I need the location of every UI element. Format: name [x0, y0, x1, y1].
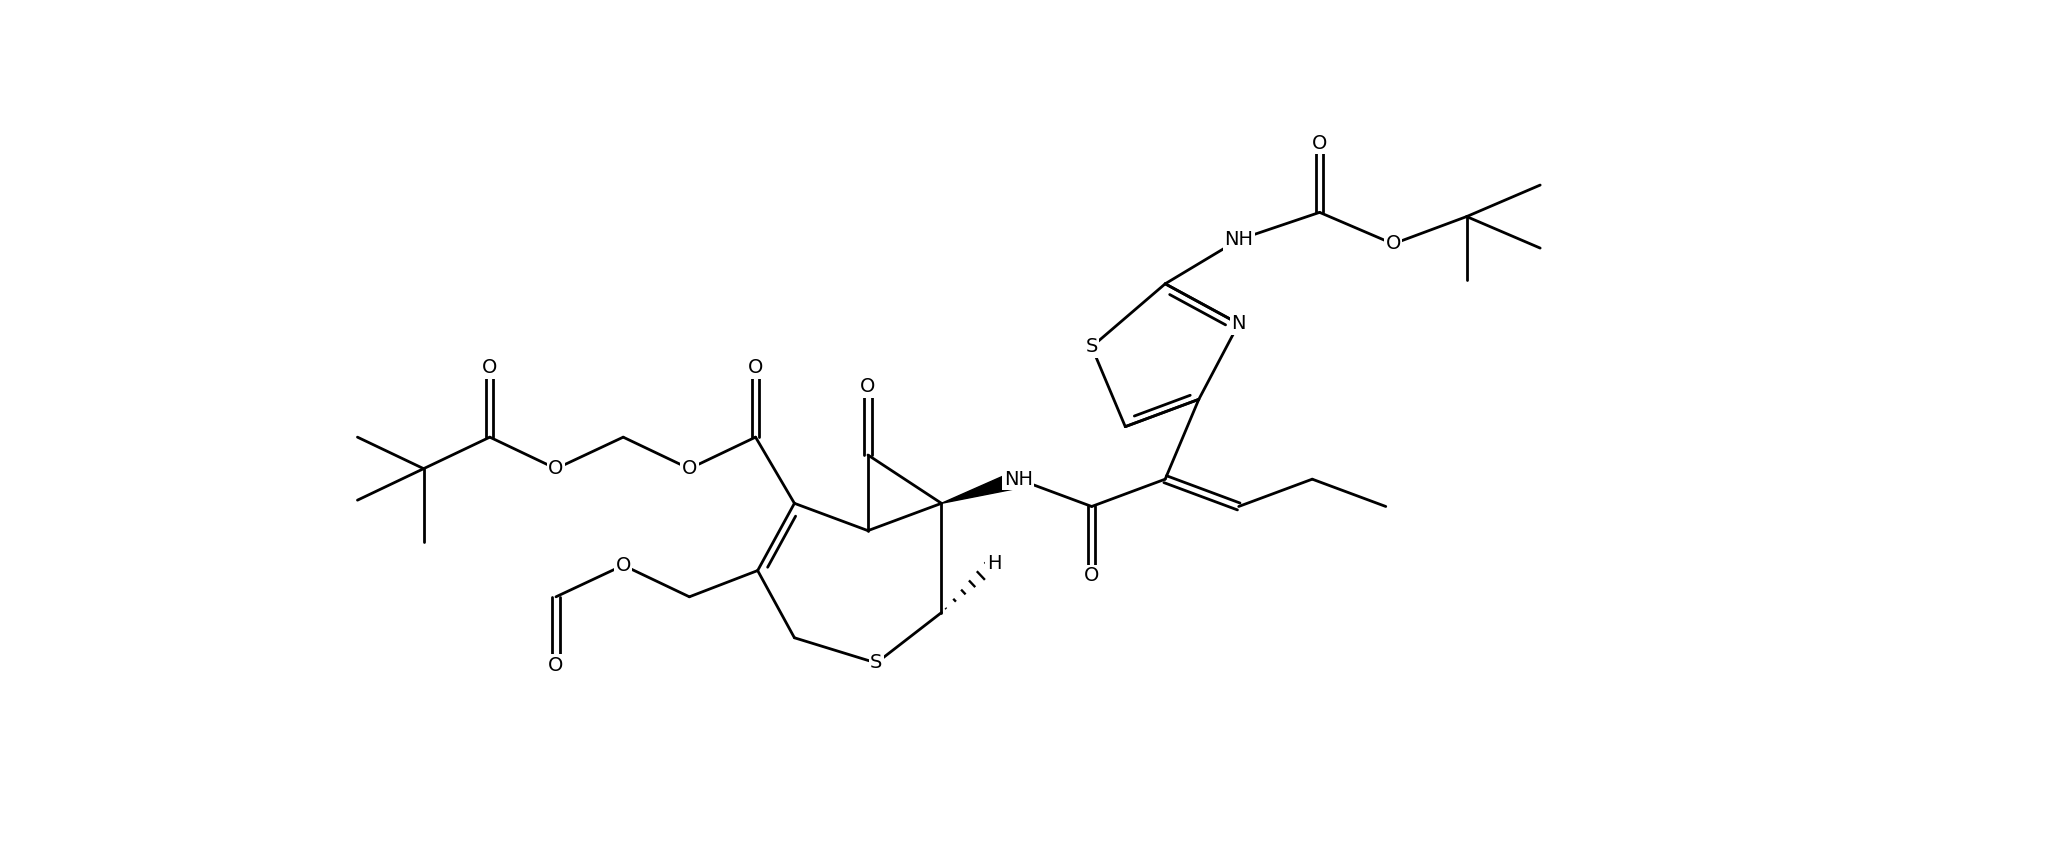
Text: O: O	[549, 655, 564, 674]
Text: O: O	[1312, 134, 1328, 153]
Text: O: O	[1386, 234, 1401, 253]
Text: O: O	[1084, 566, 1100, 585]
Text: S: S	[1086, 338, 1098, 357]
Text: O: O	[483, 358, 497, 378]
Text: O: O	[682, 459, 696, 478]
Text: N: N	[1231, 314, 1245, 333]
Text: NH: NH	[1225, 230, 1254, 249]
Text: H: H	[986, 554, 1001, 573]
Text: O: O	[748, 358, 762, 378]
Text: O: O	[549, 459, 564, 478]
Text: NH: NH	[1003, 470, 1032, 489]
Text: S: S	[870, 654, 883, 673]
Text: O: O	[615, 556, 630, 575]
Polygon shape	[941, 470, 1021, 503]
Text: O: O	[860, 378, 876, 396]
